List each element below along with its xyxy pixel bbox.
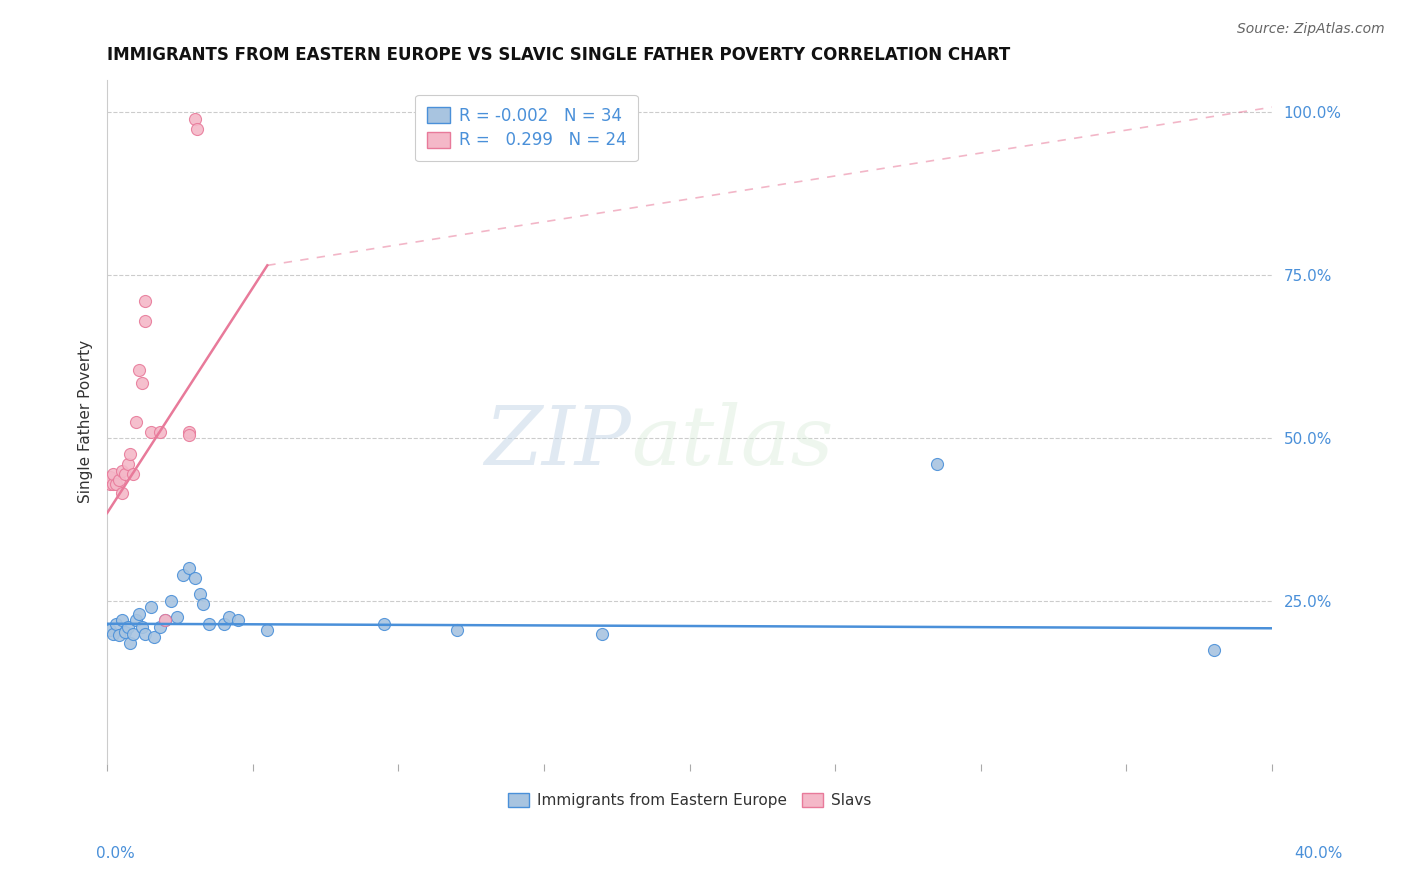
Point [125,415,148,429]
Point [155,614,177,628]
Point [98,470,121,484]
Point [134,294,156,309]
Point [117,620,139,634]
Point [373,616,395,631]
Point [139,425,162,439]
Point [98,624,121,638]
Point [128,362,150,376]
Point [104,476,127,491]
Point [226,614,249,628]
Point [101,626,124,640]
Point [114,625,136,640]
Point [111,614,134,628]
Text: 0.0%: 0.0% [96,847,135,861]
Point [104,616,127,631]
Point [256,624,278,638]
Point [186,121,208,136]
Point [139,600,162,615]
Point [148,425,170,439]
Point [177,561,200,575]
Point [108,474,131,488]
Point [125,614,148,628]
Point [591,626,613,640]
Point [183,112,205,126]
Point [177,427,200,442]
Point [128,607,150,621]
Point [120,636,142,650]
Point [188,587,211,601]
Point [155,614,177,628]
Point [183,571,205,585]
Point [111,486,134,500]
Point [172,567,194,582]
Point [111,464,134,478]
Point [120,447,142,461]
Point [142,630,165,644]
Point [218,610,240,624]
Point [101,467,124,481]
Text: IMMIGRANTS FROM EASTERN EUROPE VS SLAVIC SINGLE FATHER POVERTY CORRELATION CHART: IMMIGRANTS FROM EASTERN EUROPE VS SLAVIC… [107,46,1011,64]
Point [177,425,200,439]
Point [131,376,153,390]
Text: atlas: atlas [631,402,834,483]
Text: ZIP: ZIP [485,402,631,483]
Point [122,626,145,640]
Text: Source: ZipAtlas.com: Source: ZipAtlas.com [1237,22,1385,37]
Point [98,476,121,491]
Point [160,594,183,608]
Point [134,314,156,328]
Point [114,467,136,481]
Point [122,467,145,481]
Point [131,620,153,634]
Point [212,616,235,631]
Point [148,620,170,634]
Point [1202,642,1225,657]
Point [198,616,221,631]
Text: 40.0%: 40.0% [1295,847,1343,861]
Point [193,597,215,611]
Point [101,476,124,491]
Point [134,626,156,640]
Point [166,610,188,624]
Legend: Immigrants from Eastern Europe, Slavs: Immigrants from Eastern Europe, Slavs [502,787,877,814]
Point [446,624,468,638]
Y-axis label: Single Father Poverty: Single Father Poverty [79,340,93,503]
Point [108,628,131,642]
Point [117,457,139,471]
Point [925,457,948,471]
